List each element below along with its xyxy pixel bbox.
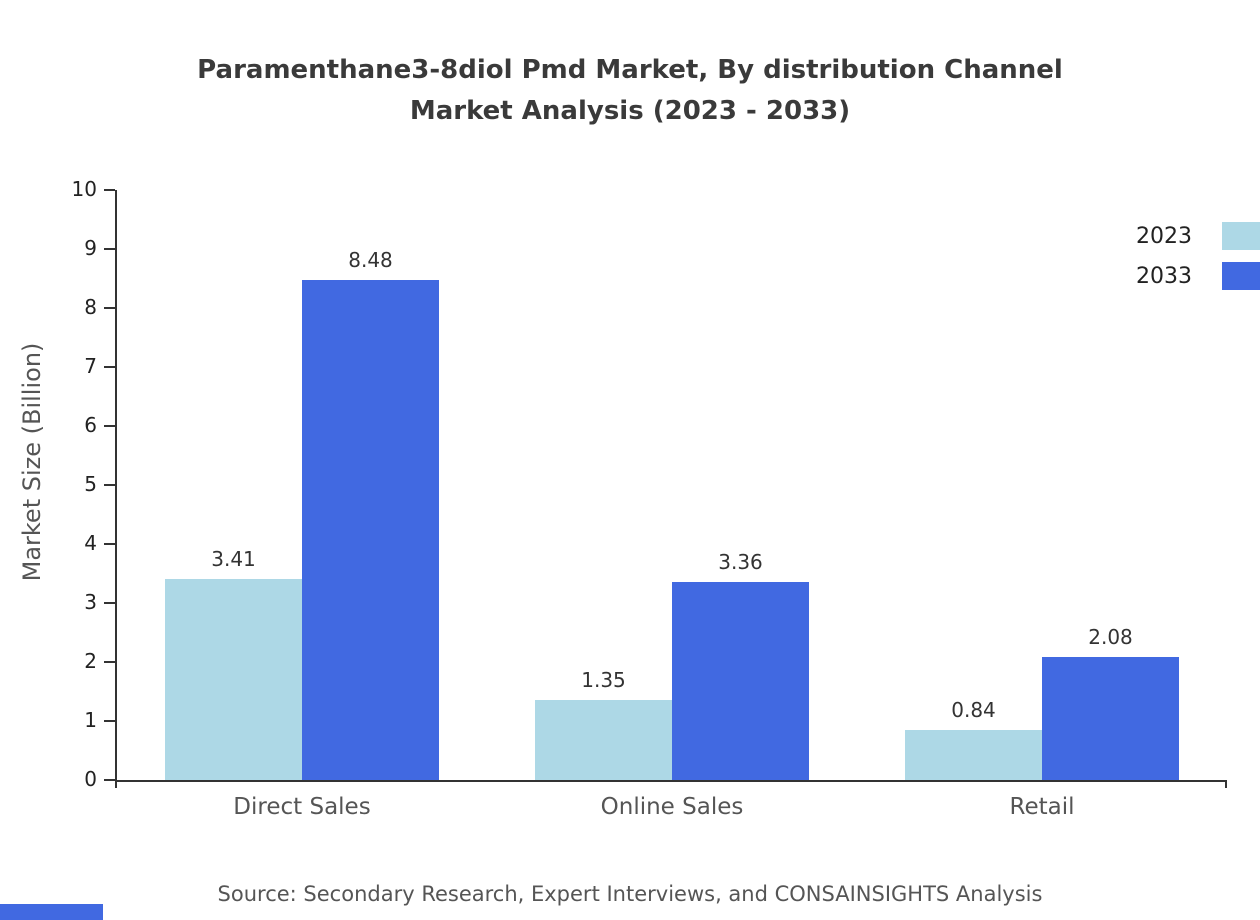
y-axis-tick — [104, 602, 115, 604]
y-axis-tick — [104, 543, 115, 545]
y-axis-tick — [104, 720, 115, 722]
bar-2033-retail — [1042, 657, 1179, 780]
y-axis-tick — [104, 661, 115, 663]
x-axis-category-label-online-sales: Online Sales — [600, 794, 744, 820]
bar-2023-retail — [905, 730, 1042, 780]
y-axis-label: Market Size (Billion) — [18, 342, 46, 582]
bar-2023-direct-sales — [165, 578, 302, 780]
y-axis-tick — [104, 366, 115, 368]
y-axis-tick-label: 6 — [84, 413, 97, 437]
bar-value-label-2033-direct-sales: 8.48 — [348, 247, 393, 272]
legend-label-2023: 2023 — [1136, 223, 1192, 249]
y-axis-tick-label: 1 — [84, 708, 97, 732]
bar-value-label-2023-retail: 0.84 — [951, 698, 996, 723]
chart-title: Paramenthane3-8diol Pmd Market, By distr… — [197, 55, 1063, 126]
bar-value-label-2023-online-sales: 1.35 — [581, 668, 626, 693]
y-axis-tick — [104, 779, 115, 781]
x-axis-right-end-tick — [1225, 780, 1227, 788]
y-axis-tick-label: 10 — [71, 177, 97, 201]
bar-2033-online-sales — [672, 581, 809, 780]
y-axis-tick-label: 5 — [84, 472, 97, 496]
bar-2033-direct-sales — [302, 279, 439, 780]
x-axis-category-label-direct-sales: Direct Sales — [233, 794, 371, 820]
y-axis-tick-label: 4 — [84, 531, 97, 555]
y-axis-tick-label: 0 — [84, 767, 97, 791]
footer-accent-bar — [0, 904, 103, 920]
y-axis-tick — [104, 248, 115, 250]
bar-value-label-2033-online-sales: 3.36 — [718, 549, 763, 574]
plot-area: 0 1 2 3 4 5 6 7 8 9 10 Direct Sales 3.41 8.48 Online S… — [72, 177, 1227, 820]
y-axis-tick-label: 7 — [84, 354, 97, 378]
y-axis-tick — [104, 484, 115, 486]
legend-item-2023: 2023 — [1136, 222, 1260, 250]
bar-value-label-2033-retail: 2.08 — [1088, 625, 1133, 650]
x-axis-category-label-retail: Retail — [1009, 794, 1075, 820]
y-axis-tick — [104, 425, 115, 427]
y-axis-tick-label: 8 — [84, 295, 97, 319]
legend-item-2033: 2033 — [1136, 262, 1260, 290]
y-axis-tick — [104, 189, 115, 191]
y-axis-tick-label: 9 — [84, 236, 97, 260]
legend-swatch-2033 — [1222, 262, 1260, 290]
y-axis-tick-label: 2 — [84, 649, 97, 673]
source-note: Source: Secondary Research, Expert Inter… — [217, 882, 1043, 906]
legend: 2023 2033 — [1136, 222, 1260, 302]
legend-swatch-2023 — [1222, 222, 1260, 250]
bar-value-label-2023-direct-sales: 3.41 — [211, 546, 256, 571]
y-axis-tick-label: 3 — [84, 590, 97, 614]
y-axis-tick — [104, 307, 115, 309]
x-axis-left-end-tick — [115, 780, 117, 788]
bar-2023-online-sales — [535, 700, 672, 780]
legend-label-2033: 2033 — [1136, 263, 1192, 289]
